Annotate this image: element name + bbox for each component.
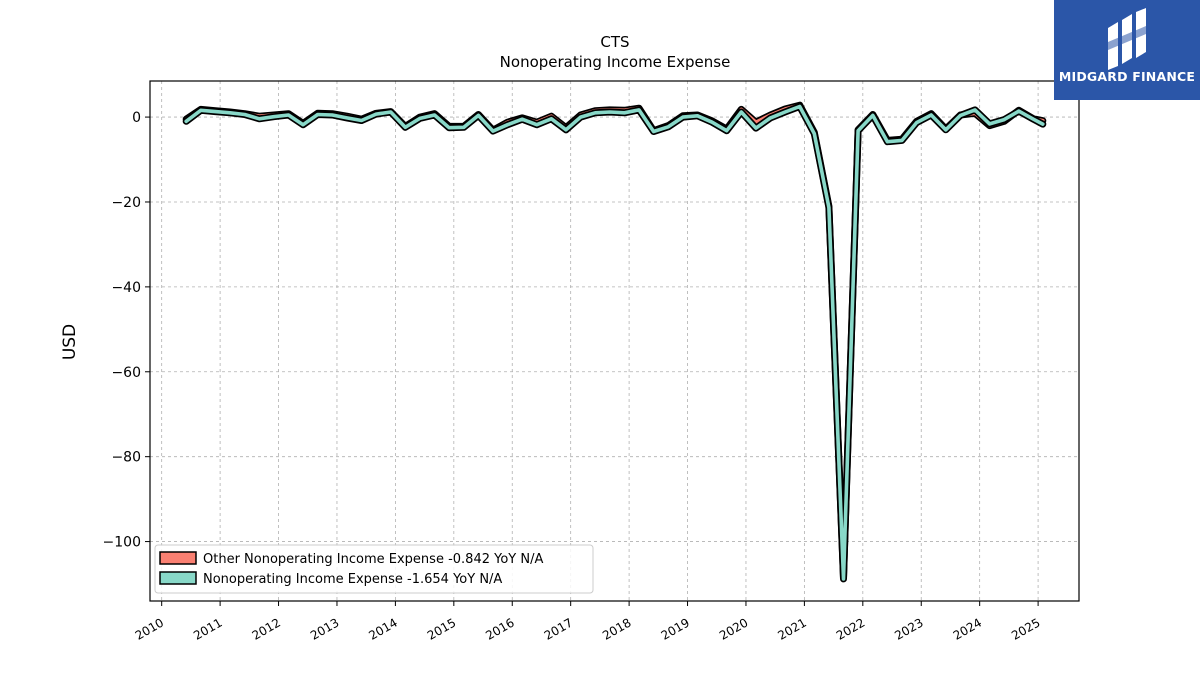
x-tick-label: 2011 (191, 615, 224, 642)
midgard-logo-icon (1108, 8, 1146, 70)
x-tick-label: 2018 (600, 615, 633, 642)
x-tick-label: 2023 (892, 615, 925, 642)
x-tick-label: 2025 (1009, 615, 1042, 642)
brand-name: MIDGARD FINANCE (1058, 69, 1196, 84)
x-tick-label: 2010 (133, 615, 166, 642)
brand-logo: MIDGARD FINANCE (1054, 0, 1200, 100)
x-tick-label: 2022 (834, 615, 867, 642)
x-tick-label: 2017 (542, 615, 575, 642)
legend-label-other: Other Nonoperating Income Expense -0.842… (203, 552, 543, 567)
series-line-0 (184, 103, 1045, 580)
legend-swatch-other (159, 551, 197, 565)
x-tick-label: 2015 (425, 615, 458, 642)
y-axis-label: USD (60, 324, 80, 360)
legend-label-total: Nonoperating Income Expense -1.654 YoY N… (203, 572, 502, 587)
x-tick-label: 2020 (717, 615, 750, 642)
legend-swatch-total (159, 571, 197, 585)
series-outline-0 (182, 101, 1047, 582)
y-tick-label: −60 (111, 365, 141, 381)
y-tick-label: −100 (103, 535, 141, 551)
legend: Other Nonoperating Income Expense -0.842… (154, 544, 594, 594)
x-tick-label: 2019 (659, 615, 692, 642)
x-tick-label: 2014 (366, 615, 399, 642)
series-line-1 (184, 104, 1045, 581)
series-lines (182, 101, 1047, 583)
legend-box (154, 544, 594, 594)
y-tick-label: −20 (111, 195, 141, 211)
y-tick-label: −40 (111, 280, 141, 296)
x-tick-label: 2024 (951, 615, 984, 642)
chart-title: CTS (600, 33, 629, 51)
x-tick-label: 2012 (250, 615, 283, 642)
x-tick-label: 2013 (308, 615, 341, 642)
x-tick-label: 2021 (775, 615, 808, 642)
series-outline-1 (182, 103, 1047, 583)
chart-subtitle: Nonoperating Income Expense (500, 53, 731, 71)
x-tick-label: 2016 (483, 615, 516, 642)
grid-lines (150, 81, 1079, 601)
y-tick-label: 0 (132, 110, 141, 126)
y-tick-label: −80 (111, 450, 141, 466)
plot-frame (149, 80, 1080, 602)
